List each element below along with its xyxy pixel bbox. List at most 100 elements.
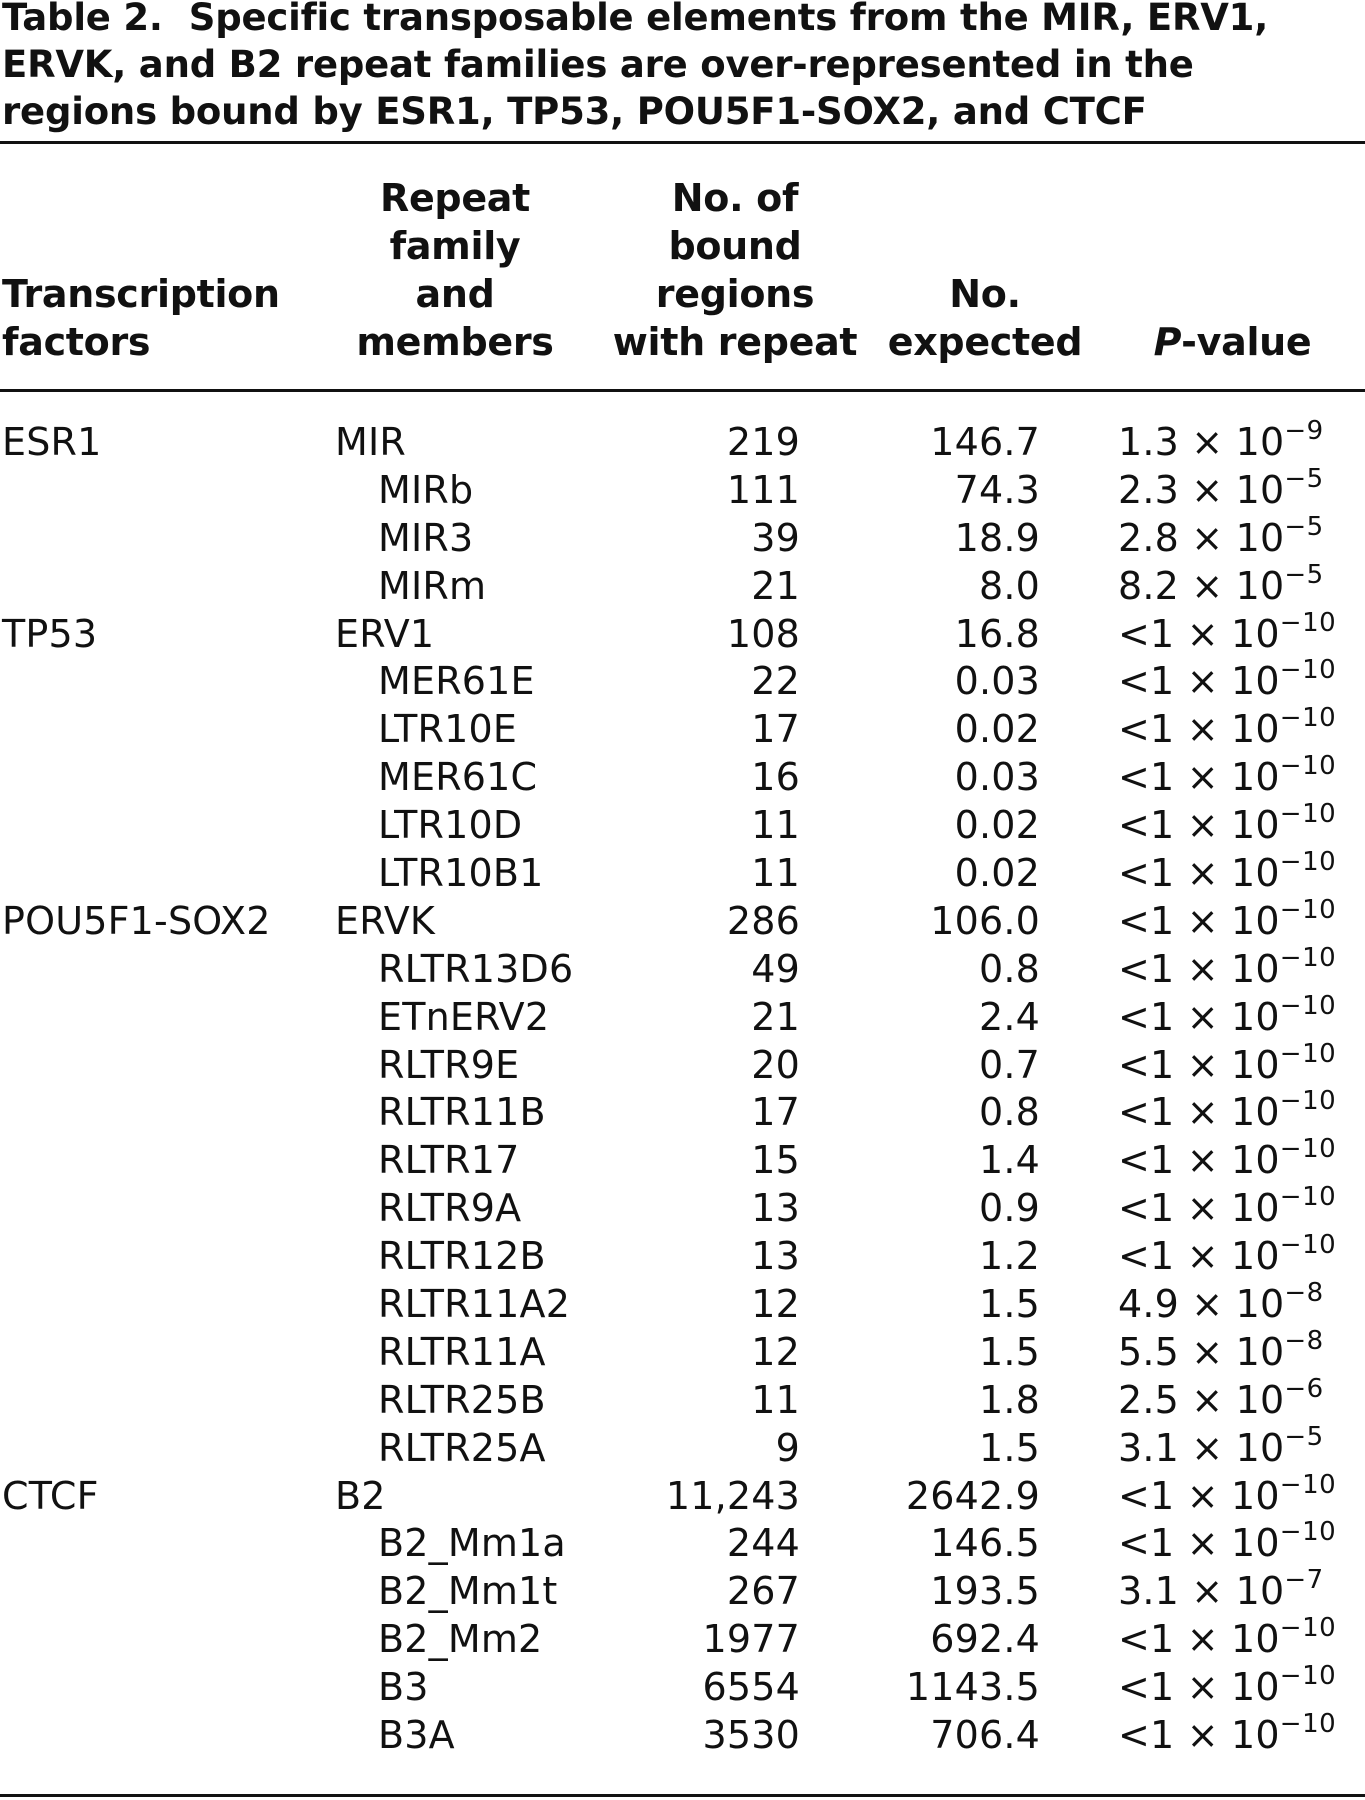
cell-repeat-family: B3A — [378, 1713, 455, 1758]
bottom-rule — [0, 1794, 1365, 1797]
p-value-mantissa: <1 × 10 — [1118, 755, 1280, 800]
table-body: ESR1 MIR 219 146.7 1.3 × 10−9 MIRb 111 74.3 2.3 … — [0, 416, 1365, 1760]
cell-repeat-family: RLTR11A2 — [378, 1282, 571, 1327]
header-text: expected — [887, 320, 1083, 364]
p-value-exponent: −10 — [1279, 703, 1337, 734]
p-value-exponent: −10 — [1279, 1230, 1337, 1261]
cell-bound-regions: 11 — [751, 803, 800, 848]
cell-repeat-family: LTR10D — [378, 803, 523, 848]
table-row: B2_Mm1t 267 193.5 3.1 × 10−7 — [0, 1565, 1365, 1616]
cell-bound-regions: 49 — [751, 946, 800, 991]
cell-p-value: <1 × 10−10 — [1118, 1517, 1336, 1573]
p-value-exponent: −5 — [1284, 463, 1324, 494]
table-caption: Table 2. Specific transposable elements f… — [2, 0, 1342, 135]
cell-transcription-factor: POU5F1-SOX2 — [2, 898, 271, 943]
cell-expected: 0.7 — [978, 1042, 1040, 1087]
table-row: RLTR9A 13 0.9 <1 × 10−10 — [0, 1182, 1365, 1233]
p-value-mantissa: <1 × 10 — [1118, 994, 1280, 1039]
table-row: RLTR25B 11 1.8 2.5 × 10−6 — [0, 1374, 1365, 1425]
p-value-exponent: −8 — [1284, 1278, 1324, 1309]
p-value-mantissa: 2.3 × 10 — [1118, 467, 1285, 512]
cell-bound-regions: 111 — [726, 467, 800, 512]
cell-expected: 0.02 — [954, 851, 1040, 896]
cell-bound-regions: 12 — [751, 1282, 800, 1327]
cell-p-value: 1.3 × 10−9 — [1118, 416, 1324, 472]
cell-expected: 0.03 — [954, 755, 1040, 800]
cell-bound-regions: 21 — [751, 994, 800, 1039]
table-label: Table 2. — [2, 0, 163, 39]
header-text: factors — [2, 320, 151, 364]
table-row: B2_Mm1a 244 146.5 <1 × 10−10 — [0, 1517, 1365, 1568]
cell-expected: 0.8 — [978, 946, 1040, 991]
cell-repeat-family: MIR — [335, 420, 406, 464]
p-value-mantissa: <1 × 10 — [1118, 611, 1280, 656]
p-value-exponent: −10 — [1279, 799, 1337, 830]
header-text: regions — [655, 272, 815, 316]
cell-p-value: <1 × 10−10 — [1118, 1709, 1336, 1765]
p-value-mantissa: <1 × 10 — [1118, 1473, 1280, 1518]
p-value-exponent: −5 — [1284, 511, 1324, 542]
cell-repeat-family: B2_Mm1a — [378, 1521, 566, 1566]
table-row: RLTR11A2 12 1.5 4.9 × 10−8 — [0, 1278, 1365, 1329]
table-row: RLTR11B 17 0.8 <1 × 10−10 — [0, 1086, 1365, 1137]
header-text: No. — [949, 272, 1021, 316]
cell-bound-regions: 11 — [751, 1377, 800, 1422]
table-row: ESR1 MIR 219 146.7 1.3 × 10−9 — [0, 416, 1365, 467]
cell-repeat-family: MIRm — [378, 563, 487, 608]
table-row: MIRb 111 74.3 2.3 × 10−5 — [0, 463, 1365, 515]
cell-bound-regions: 17 — [751, 707, 800, 752]
p-value-exponent: −8 — [1284, 1325, 1324, 1356]
cell-repeat-family: RLTR25B — [378, 1377, 546, 1422]
cell-p-value: 8.2 × 10−5 — [1118, 560, 1324, 616]
p-value-mantissa: <1 × 10 — [1118, 803, 1280, 848]
cell-bound-regions: 6554 — [702, 1665, 800, 1710]
p-value-exponent: −9 — [1284, 416, 1324, 446]
cell-p-value: 3.1 × 10−7 — [1118, 1565, 1324, 1621]
p-value-mantissa: <1 × 10 — [1118, 1042, 1280, 1087]
table-row: RLTR13D6 49 0.8 <1 × 10−10 — [0, 943, 1365, 994]
cell-p-value: 2.5 × 10−6 — [1118, 1373, 1324, 1430]
table-row: LTR10B1 11 0.02 <1 × 10−10 — [0, 847, 1365, 898]
p-value-exponent: −6 — [1284, 1373, 1324, 1404]
p-value-mantissa: <1 × 10 — [1118, 1138, 1280, 1183]
cell-p-value: 3.1 × 10−5 — [1118, 1421, 1324, 1478]
p-value-exponent: −10 — [1279, 942, 1337, 973]
table-row: B3 6554 1143.5 <1 × 10−10 — [0, 1661, 1365, 1712]
p-value-exponent: −10 — [1279, 751, 1337, 782]
p-value-mantissa: <1 × 10 — [1118, 659, 1280, 704]
cell-expected: 1.5 — [978, 1329, 1040, 1374]
cell-bound-regions: 286 — [726, 898, 800, 943]
p-value-mantissa: 3.1 × 10 — [1118, 1425, 1285, 1470]
cell-p-value: <1 × 10−10 — [1118, 799, 1337, 855]
header-text: and — [415, 272, 495, 316]
cell-repeat-family: LTR10E — [378, 707, 518, 752]
cell-p-value: <1 × 10−10 — [1118, 1613, 1336, 1669]
p-value-mantissa: 4.9 × 10 — [1118, 1282, 1285, 1327]
cell-expected: 1.8 — [978, 1377, 1040, 1422]
cell-expected: 2.4 — [978, 994, 1040, 1039]
cell-bound-regions: 17 — [751, 1090, 800, 1135]
cell-bound-regions: 20 — [751, 1042, 800, 1087]
cell-repeat-family: B2 — [335, 1473, 386, 1518]
cell-p-value: <1 × 10−10 — [1118, 1039, 1336, 1095]
table-row: RLTR12B 13 1.2 <1 × 10−10 — [0, 1230, 1365, 1281]
cell-p-value: <1 × 10−10 — [1118, 1469, 1337, 1526]
cell-expected: 74.3 — [954, 467, 1040, 512]
header-text: Transcription — [2, 272, 280, 316]
p-value-exponent: −10 — [1279, 1086, 1337, 1117]
p-value-mantissa: <1 × 10 — [1118, 1234, 1280, 1279]
cell-p-value: <1 × 10−10 — [1118, 1182, 1336, 1238]
p-value-exponent: −5 — [1284, 1421, 1324, 1452]
cell-repeat-family: RLTR12B — [378, 1234, 546, 1279]
cell-p-value: <1 × 10−10 — [1118, 942, 1337, 999]
header-p-value: P-value — [1100, 318, 1365, 366]
header-text: Repeat — [379, 176, 530, 220]
cell-repeat-family: MIR3 — [378, 515, 474, 560]
cell-p-value: 2.8 × 10−5 — [1118, 511, 1324, 568]
cell-p-value: 4.9 × 10−8 — [1118, 1278, 1324, 1334]
p-value-mantissa: 1.3 × 10 — [1118, 420, 1285, 464]
p-value-exponent: −10 — [1279, 1469, 1337, 1500]
header-repeat-family: Repeat family and members — [320, 174, 590, 366]
table-row: RLTR17 15 1.4 <1 × 10−10 — [0, 1134, 1365, 1185]
cell-expected: 106.0 — [930, 898, 1040, 943]
